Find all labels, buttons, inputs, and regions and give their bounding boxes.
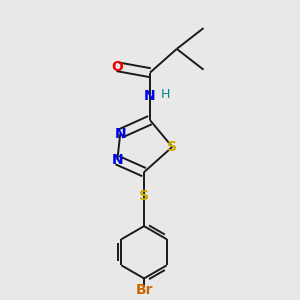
- Text: N: N: [112, 153, 123, 167]
- Text: Br: Br: [135, 283, 153, 297]
- Text: N: N: [115, 127, 126, 140]
- Text: H: H: [161, 88, 170, 101]
- Text: S: S: [167, 140, 177, 154]
- Text: S: S: [139, 189, 149, 203]
- Text: O: O: [111, 60, 123, 74]
- Text: N: N: [144, 89, 156, 103]
